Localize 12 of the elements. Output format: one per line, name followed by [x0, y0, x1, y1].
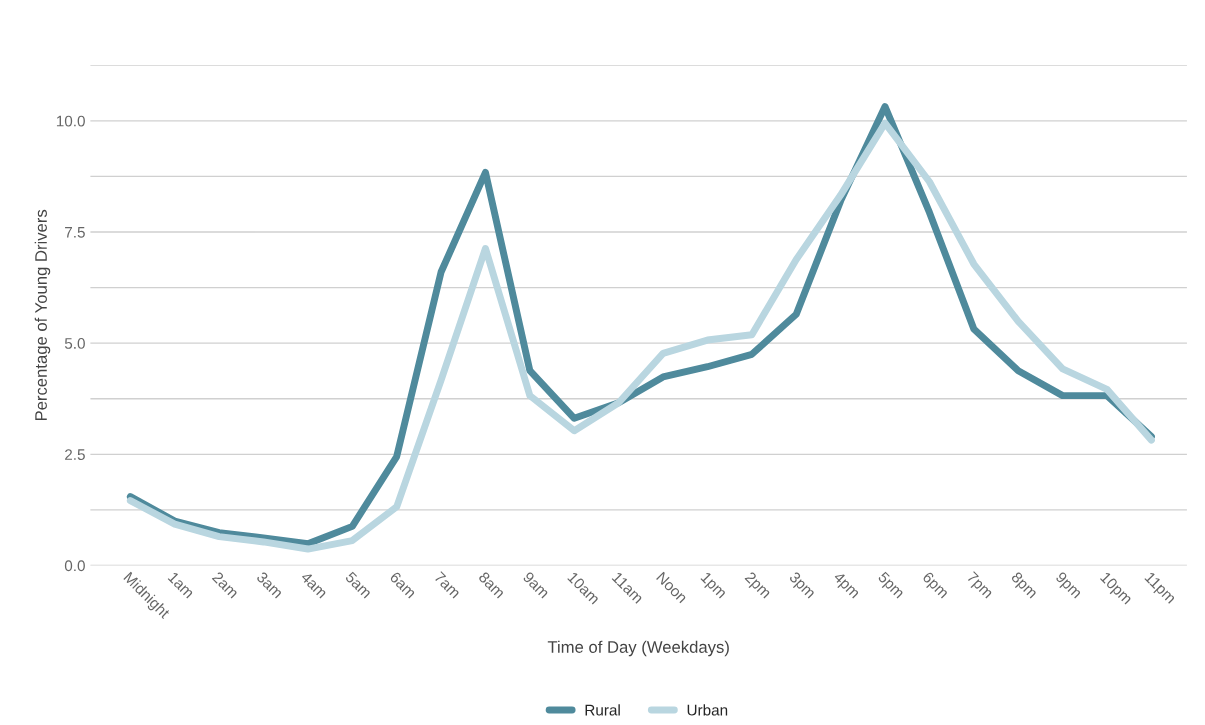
y-tick-label: 2.5 — [65, 449, 85, 461]
y-tick-label: 5.0 — [64, 338, 85, 349]
x-tick-label: 4am — [300, 571, 328, 599]
x-axis-title: Time of Day (Weekdays) — [547, 640, 729, 657]
y-axis-title: Percentage of Young Drivers — [34, 209, 51, 421]
y-tick-label: 7.5 — [65, 227, 85, 238]
x-tick-label: 4pm — [830, 571, 861, 601]
y-tick-label: 10.0 — [56, 115, 85, 127]
legend-label: Rural — [585, 704, 620, 716]
y-tick-label: 0.0 — [64, 560, 85, 572]
x-tick-label: 1pm — [698, 571, 728, 601]
legend-label: Urban — [687, 704, 728, 716]
